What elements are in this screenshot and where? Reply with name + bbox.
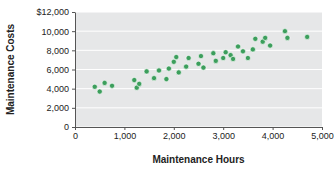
y-axis-title: Maintenance Costs (5, 23, 16, 115)
chart: 0 1,000 2,000 3,000 4,000 5,000 0 2,000 4,000 6,0… (0, 0, 335, 169)
point (230, 56, 235, 61)
y-tick-label: 4,000 (46, 84, 69, 94)
x-tick-label: 3,000 (212, 131, 235, 141)
y-tick: 10,000 (41, 27, 75, 37)
point (235, 44, 240, 49)
x-axis-line (76, 127, 323, 128)
y-tick-label: 2,000 (46, 103, 69, 113)
y-tick: $12,000 (36, 7, 75, 17)
x-tick: 5,000 (311, 127, 334, 141)
grid-line (75, 127, 322, 128)
y-axis-line (75, 13, 76, 128)
y-tick-mark (72, 50, 75, 51)
x-tick-label: 5,000 (311, 131, 334, 141)
point (201, 65, 206, 70)
point (102, 80, 107, 85)
point (156, 68, 161, 73)
x-tick-label: 4,000 (262, 131, 285, 141)
x-axis-title: Maintenance Hours (152, 154, 245, 165)
y-tick-label: 0 (64, 122, 69, 132)
point (166, 66, 171, 71)
points (92, 29, 310, 95)
y-tick-label: 10,000 (41, 27, 69, 37)
point (196, 61, 201, 66)
point (245, 55, 250, 60)
point (211, 51, 216, 56)
point (240, 49, 245, 54)
y-tick-mark (72, 31, 75, 32)
point (151, 76, 156, 81)
y-axis: 0 2,000 4,000 6,000 8,000 10,000 $12,000 (36, 7, 75, 132)
point (282, 29, 287, 34)
point (250, 47, 255, 52)
grid-line (75, 69, 322, 70)
y-tick-mark (72, 89, 75, 90)
y-tick-mark (72, 12, 75, 13)
plot: 0 1,000 2,000 3,000 4,000 5,000 0 2,000 4,000 6,0… (36, 7, 333, 141)
y-tick-mark (72, 70, 75, 71)
x-tick-mark (322, 127, 323, 130)
point (305, 34, 310, 39)
y-tick: 8,000 (46, 46, 75, 56)
point (268, 43, 273, 48)
x-tick-label: 2,000 (163, 131, 186, 141)
point (176, 70, 181, 75)
y-tick-mark (72, 108, 75, 109)
x-tick-mark (223, 127, 224, 130)
point (184, 64, 189, 69)
y-tick-mark (72, 127, 75, 128)
point (213, 58, 218, 63)
x-axis: 0 1,000 2,000 3,000 4,000 5,000 (73, 127, 334, 141)
point (174, 54, 179, 59)
x-tick-label: 1,000 (114, 131, 137, 141)
y-tick-label: 6,000 (46, 65, 69, 75)
x-tick-mark (273, 127, 274, 130)
x-tick-label: 0 (73, 131, 78, 141)
point (144, 69, 149, 74)
point (137, 81, 142, 86)
point (186, 55, 191, 60)
x-tick: 2,000 (163, 127, 186, 141)
point (263, 35, 268, 40)
point (92, 84, 97, 89)
plot-background (75, 12, 322, 127)
point (97, 89, 102, 94)
point (285, 35, 290, 40)
y-tick: 2,000 (46, 103, 75, 113)
grid-line (75, 107, 322, 108)
grid-line (75, 50, 322, 51)
x-tick: 0 (73, 127, 78, 141)
point (171, 59, 176, 64)
point (132, 77, 137, 82)
y-tick: 6,000 (46, 65, 75, 75)
y-tick: 0 (64, 122, 75, 132)
grid-line (75, 12, 322, 13)
point (164, 76, 169, 81)
y-tick-label: 8,000 (46, 46, 69, 56)
point (253, 36, 258, 41)
x-tick: 3,000 (212, 127, 235, 141)
x-tick: 4,000 (262, 127, 285, 141)
point (223, 50, 228, 55)
x-tick: 1,000 (114, 127, 137, 141)
y-tick-label: $12,000 (36, 7, 69, 17)
point (198, 53, 203, 58)
x-tick-mark (124, 127, 125, 130)
y-tick: 4,000 (46, 84, 75, 94)
grid (75, 12, 322, 127)
x-tick-mark (174, 127, 175, 130)
point (109, 83, 114, 88)
point (221, 55, 226, 60)
